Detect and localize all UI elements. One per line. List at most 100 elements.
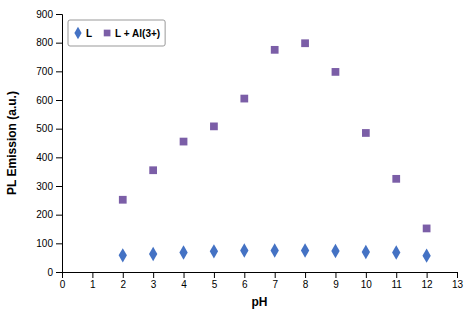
tick-mark — [427, 272, 428, 278]
point — [240, 243, 248, 257]
tick: 400 — [36, 152, 62, 163]
tick-label: 10 — [361, 279, 373, 290]
tick-mark — [92, 272, 93, 278]
tick: 2 — [120, 272, 126, 290]
tick-mark — [56, 243, 62, 244]
point — [392, 245, 400, 259]
tick-label: 12 — [422, 279, 434, 290]
y-axis: 0 100 200 300 400 500 600 700 800 900 — [36, 9, 62, 278]
tick-mark — [184, 272, 185, 278]
tick-label: 100 — [36, 238, 53, 249]
tick-mark — [56, 43, 62, 44]
tick-mark — [56, 100, 62, 101]
tick: 500 — [36, 123, 62, 134]
tick-mark — [214, 272, 215, 278]
legend-label: L + Al(3+) — [115, 28, 160, 39]
legend-entry: L + Al(3+) — [104, 28, 160, 39]
point — [210, 123, 218, 131]
point — [210, 244, 218, 258]
tick: 1 — [90, 272, 96, 290]
point — [422, 248, 430, 262]
tick: 10 — [361, 272, 373, 290]
tick: 200 — [36, 209, 62, 220]
tick: 13 — [452, 272, 464, 290]
tick-label: 13 — [452, 279, 464, 290]
legend-entry: L — [74, 27, 92, 39]
tick-label: 9 — [333, 279, 339, 290]
axis-line — [63, 273, 458, 279]
tick-mark — [56, 129, 62, 130]
tick-label: 900 — [36, 9, 53, 20]
tick-mark — [153, 272, 154, 278]
point — [179, 245, 187, 259]
tick-mark — [123, 272, 124, 278]
tick: 3 — [151, 272, 157, 290]
tick: 5 — [212, 272, 218, 290]
legend-symbol — [104, 30, 111, 37]
tick: 9 — [333, 272, 339, 290]
x-axis: 012345678910111213 — [60, 272, 464, 290]
tick: 0 — [60, 272, 66, 290]
tick-label: 8 — [303, 279, 309, 290]
plot-area: 0123456789101112130100200300400500600700… — [36, 9, 463, 290]
tick: 7 — [272, 272, 278, 290]
legend-symbol — [74, 27, 81, 39]
tick-label: 700 — [36, 66, 53, 77]
legend: L L + Al(3+) — [68, 20, 165, 46]
x-axis-title: pH — [252, 295, 268, 309]
tick: 700 — [36, 66, 62, 77]
tick-mark — [56, 71, 62, 72]
tick-label: 0 — [60, 279, 66, 290]
tick-label: 800 — [36, 37, 53, 48]
tick-label: 4 — [181, 279, 187, 290]
point — [180, 138, 188, 146]
tick-mark — [56, 272, 62, 273]
tick: 11 — [392, 272, 403, 290]
axis-line — [56, 15, 63, 273]
marks — [119, 39, 431, 263]
tick-mark — [275, 272, 276, 278]
legend-frame — [68, 20, 165, 46]
tick: 100 — [36, 238, 62, 249]
tick-label: 2 — [120, 279, 126, 290]
point — [149, 166, 157, 174]
point — [149, 247, 157, 261]
tick-mark — [56, 14, 62, 15]
point — [301, 243, 309, 257]
tick: 900 — [36, 9, 62, 20]
tick-label: 3 — [151, 279, 157, 290]
tick-label: 11 — [392, 279, 403, 290]
tick: 600 — [36, 95, 62, 106]
chart-svg: 0123456789101112130100200300400500600700… — [0, 0, 473, 314]
point — [392, 175, 400, 183]
point — [119, 196, 127, 204]
tick-label: 5 — [212, 279, 218, 290]
tick-label: 0 — [47, 267, 53, 278]
tick: 800 — [36, 37, 62, 48]
tick-label: 300 — [36, 181, 53, 192]
point — [362, 245, 370, 259]
point — [332, 68, 340, 76]
tick-mark — [396, 272, 397, 278]
point — [301, 39, 309, 47]
y-axis-title: PL Emission (a.u.) — [5, 91, 19, 195]
tick-mark — [56, 186, 62, 187]
point — [119, 248, 127, 262]
tick: 4 — [181, 272, 187, 290]
tick-label: 600 — [36, 95, 53, 106]
legend-label: L — [86, 28, 92, 39]
tick-mark — [244, 272, 245, 278]
tick-mark — [457, 272, 458, 278]
tick-mark — [56, 157, 62, 158]
point — [331, 244, 339, 258]
tick-mark — [335, 272, 336, 278]
tick: 8 — [303, 272, 309, 290]
tick-label: 500 — [36, 123, 53, 134]
tick-label: 6 — [242, 279, 248, 290]
tick: 6 — [242, 272, 248, 290]
tick: 12 — [422, 272, 434, 290]
tick-label: 7 — [272, 279, 278, 290]
tick-mark — [305, 272, 306, 278]
tick: 300 — [36, 181, 62, 192]
point — [362, 129, 370, 137]
